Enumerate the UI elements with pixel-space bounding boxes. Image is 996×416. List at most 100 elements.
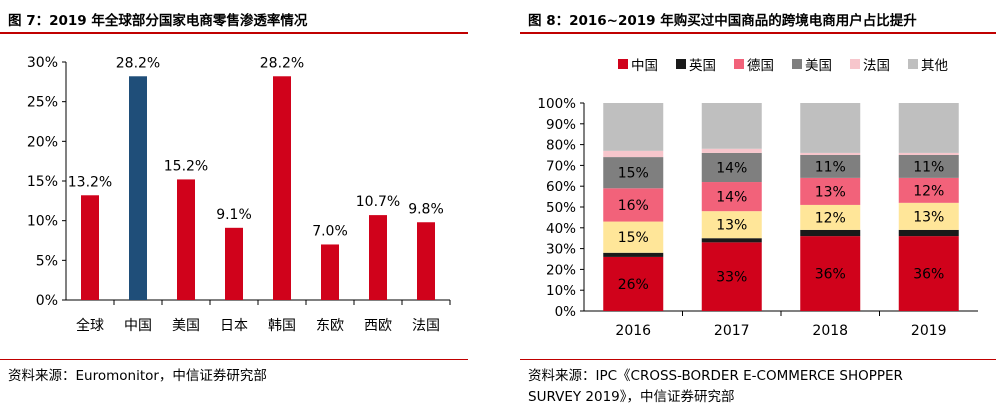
right-y-tick-label: 20%: [546, 262, 576, 278]
left-chart-title: 图 7：2019 年全球部分国家电商零售渗透率情况: [8, 13, 308, 29]
stacked-bar-segment: [898, 152, 959, 155]
stacked-bar-segment: [603, 103, 664, 151]
right-x-tick-label: 2019: [911, 323, 947, 339]
left-data-label: 15.2%: [164, 158, 208, 174]
stacked-bar-segment: [701, 211, 762, 239]
stacked-bar-segment: [701, 148, 762, 153]
left-source-rule: [0, 359, 468, 360]
left-bar: [273, 76, 291, 300]
right-y-tick-label: 70%: [546, 158, 576, 174]
stacked-data-label: 14%: [716, 190, 747, 206]
stacked-bar-segment: [898, 229, 959, 237]
left-x-tick-label: 东欧: [316, 318, 344, 334]
left-data-label: 13.2%: [68, 174, 112, 190]
stacked-data-label: 13%: [913, 209, 944, 225]
right-y-tick-label: 90%: [546, 117, 576, 133]
left-y-tick-label: 15%: [27, 174, 58, 190]
left-bar-chart: 0% 5% 10% 15% 20% 25% 30% 13.2% 全球 28.2% 中国 15.2% 美国…: [27, 55, 451, 334]
left-bar: [81, 195, 99, 300]
legend-swatch: [850, 59, 860, 69]
left-y-tick-label: 20%: [27, 134, 58, 150]
legend-label: 英国: [689, 57, 716, 74]
stacked-bar-segment: [898, 155, 959, 178]
stacked-data-label: 15%: [618, 166, 649, 182]
left-bar: [225, 227, 243, 300]
stacked-bar-segment: [800, 204, 861, 230]
right-source-line-2: SURVEY 2019》，中信证券研究部: [528, 389, 735, 405]
right-y-tick-label: 40%: [546, 221, 576, 237]
stacked-data-label: 15%: [618, 230, 649, 246]
right-chart-title: 图 8：2016~2019 年购买过中国商品的跨境电商用户占比提升: [528, 13, 917, 29]
right-y-tick-label: 100%: [537, 96, 576, 112]
right-y-tick-label: 80%: [546, 138, 576, 154]
stacked-data-label: 16%: [618, 198, 649, 214]
left-title-rule: [0, 32, 468, 34]
legend-swatch: [908, 59, 918, 69]
stacked-bar-segment: [800, 177, 861, 205]
right-stacked-bar-chart: 中国 英国 德国 美国 法国 其他 0% 10% 20% 30% 40% 50% 60% 70% 80% 90…: [537, 57, 978, 339]
left-data-label: 9.8%: [408, 201, 444, 217]
legend-swatch: [792, 59, 802, 69]
right-title-rule: [520, 32, 996, 34]
left-data-label: 9.1%: [216, 207, 252, 223]
stacked-data-label: 11%: [815, 159, 846, 175]
left-bar: [129, 76, 147, 300]
stacked-bar-segment: [898, 202, 959, 230]
stacked-bar-segment: [898, 103, 959, 153]
stacked-bar-segment: [800, 155, 861, 178]
stacked-bar-segment: [603, 252, 664, 257]
left-bar: [321, 244, 339, 300]
left-y-tick-label: 25%: [27, 95, 58, 111]
right-source-line-1: 资料来源：IPC《CROSS-BORDER E-COMMERCE SHOPPER: [528, 368, 903, 384]
right-chart-panel: 图 8：2016~2019 年购买过中国商品的跨境电商用户占比提升 中国 英国 德国…: [520, 0, 996, 416]
left-y-tick-label: 30%: [27, 55, 58, 71]
stacked-bar-segment: [603, 221, 664, 253]
stacked-bar-segment: [603, 150, 664, 158]
right-x-tick-label: 2016: [615, 323, 651, 339]
left-y-tick-label: 0%: [36, 293, 58, 309]
left-x-tick-label: 日本: [220, 318, 248, 334]
left-bar: [177, 179, 195, 300]
legend-label: 美国: [805, 58, 832, 74]
left-bar: [369, 215, 387, 300]
right-y-tick-label: 10%: [546, 283, 576, 299]
right-y-tick-label: 30%: [546, 242, 576, 258]
right-y-tick-label: 0%: [555, 304, 577, 320]
stacked-data-label: 11%: [913, 159, 944, 175]
legend-label: 中国: [631, 58, 658, 74]
stacked-bar-segment: [800, 152, 861, 155]
left-chart-source: 资料来源：Euromonitor，中信证券研究部: [8, 368, 267, 384]
legend-label: 法国: [863, 58, 890, 74]
stacked-data-label: 36%: [815, 267, 846, 283]
left-y-tick-label: 10%: [27, 214, 58, 230]
stacked-bar-segment: [800, 229, 861, 237]
stacked-data-label: 12%: [815, 210, 846, 226]
stacked-bar-segment: [800, 103, 861, 153]
stacked-data-label: 36%: [913, 267, 944, 283]
stacked-data-label: 13%: [716, 218, 747, 234]
legend-swatch: [676, 59, 686, 69]
right-y-tick-label: 60%: [546, 179, 576, 195]
stacked-data-label: 33%: [716, 270, 747, 286]
stacked-bar-segment: [701, 152, 762, 183]
stacked-bar-segment: [701, 182, 762, 212]
left-x-tick-label: 韩国: [268, 318, 296, 334]
left-data-label: 10.7%: [356, 194, 400, 210]
right-chart-source: 资料来源：IPC《CROSS-BORDER E-COMMERCE SHOPPER…: [528, 366, 903, 408]
right-x-tick-label: 2017: [714, 323, 750, 339]
stacked-bar-segment: [701, 242, 762, 311]
left-x-tick-label: 全球: [76, 317, 104, 334]
stacked-bar-segment: [701, 238, 762, 243]
left-y-tick-label: 5%: [36, 253, 58, 269]
legend-swatch: [618, 59, 628, 69]
right-source-rule: [520, 359, 996, 360]
stacked-bar-segment: [800, 236, 861, 311]
stacked-data-label: 12%: [913, 183, 944, 199]
stacked-bar-segment: [701, 103, 762, 149]
legend-label: 德国: [747, 58, 774, 74]
left-chart-panel: 图 7：2019 年全球部分国家电商零售渗透率情况 0% 5% 10% 15% 20% 2…: [0, 0, 470, 416]
stacked-data-label: 26%: [618, 277, 649, 293]
left-data-label: 28.2%: [260, 55, 304, 71]
stacked-data-label: 13%: [815, 184, 846, 200]
left-x-tick-label: 西欧: [364, 318, 392, 334]
